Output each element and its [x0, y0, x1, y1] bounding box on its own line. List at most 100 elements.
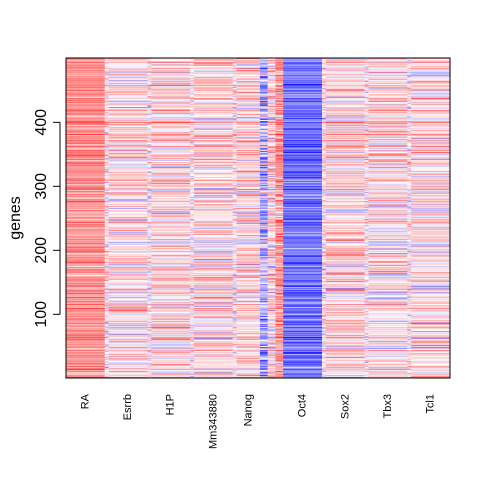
heatmap-cell	[236, 157, 261, 159]
heatmap-cell	[190, 162, 195, 164]
heatmap-cell	[147, 77, 152, 79]
heatmap-cell	[259, 106, 268, 107]
heatmap-cell	[66, 68, 106, 70]
heatmap-cell	[147, 326, 152, 328]
heatmap-cell	[259, 337, 268, 339]
heatmap-cell	[108, 316, 148, 318]
heatmap-cell	[147, 218, 152, 219]
heatmap-cell	[104, 231, 109, 233]
heatmap-cell	[151, 296, 191, 298]
heatmap-cell	[194, 241, 234, 243]
heatmap-cell	[259, 348, 268, 350]
heatmap-cell	[151, 169, 191, 171]
heatmap-cell	[104, 187, 109, 189]
heatmap-cell	[259, 369, 268, 371]
heatmap-cell	[232, 179, 237, 181]
heatmap-cell	[259, 375, 268, 377]
heatmap-cell	[108, 189, 148, 191]
heatmap-cell	[259, 88, 268, 90]
heatmap-cell	[194, 175, 234, 177]
heatmap-cell	[108, 279, 148, 281]
heatmap-cell	[66, 273, 106, 275]
heatmap-cell	[147, 357, 152, 359]
heatmap-cell	[147, 262, 152, 264]
heatmap-cell	[232, 78, 237, 80]
heatmap-cell	[236, 347, 261, 349]
heatmap-cell	[236, 315, 261, 317]
heatmap-cell	[66, 141, 106, 143]
heatmap-cell	[108, 170, 148, 172]
heatmap-cell	[151, 150, 191, 152]
heatmap-cell	[190, 321, 195, 323]
heatmap-cell	[108, 213, 148, 215]
heatmap-cell	[232, 293, 237, 295]
heatmap-cell	[104, 310, 109, 312]
heatmap-cell	[190, 174, 195, 176]
heatmap-cell	[147, 125, 152, 127]
heatmap-cell	[259, 328, 268, 330]
heatmap-cell	[236, 199, 261, 201]
heatmap-cell	[232, 269, 237, 271]
heatmap-cell	[236, 206, 261, 208]
heatmap-cell	[108, 264, 148, 266]
heatmap-cell	[236, 75, 261, 77]
heatmap-cell	[104, 102, 109, 104]
heatmap-cell	[66, 199, 106, 201]
heatmap-cell	[236, 339, 261, 341]
heatmap-cell	[151, 253, 191, 255]
heatmap-cell	[66, 114, 106, 116]
heatmap-cell	[236, 79, 261, 81]
heatmap-cell	[104, 326, 109, 328]
heatmap-cell	[151, 206, 191, 208]
heatmap-cell	[194, 180, 234, 182]
heatmap-cell	[108, 198, 148, 200]
heatmap-cell	[194, 99, 234, 101]
heatmap-cell	[236, 335, 261, 337]
heatmap-cell	[151, 367, 191, 369]
heatmap-cell	[236, 184, 261, 186]
heatmap-cell	[151, 356, 191, 358]
heatmap-cell	[232, 155, 237, 157]
heatmap-cell	[108, 166, 148, 168]
heatmap-cell	[104, 360, 109, 362]
heatmap-cell	[151, 313, 191, 315]
heatmap-cell	[232, 210, 237, 212]
heatmap-cell	[190, 74, 195, 75]
heatmap-cell	[104, 186, 109, 187]
heatmap-cell	[259, 114, 268, 116]
heatmap-cell	[194, 123, 234, 125]
heatmap-cell	[104, 149, 109, 151]
heatmap-cell	[108, 289, 148, 291]
heatmap-cell	[259, 194, 268, 196]
heatmap-cell	[66, 220, 106, 222]
heatmap-cell	[108, 251, 148, 253]
heatmap-cell	[194, 153, 234, 155]
heatmap-cell	[151, 100, 191, 102]
heatmap-cell	[147, 367, 152, 369]
heatmap-cell	[104, 348, 109, 350]
heatmap-cell	[194, 78, 234, 80]
heatmap-cell	[259, 80, 268, 82]
heatmap-cell	[259, 201, 268, 203]
heatmap-cell	[236, 182, 261, 184]
heatmap-cell	[108, 242, 148, 244]
heatmap-cell	[236, 207, 261, 209]
heatmap-cell	[147, 324, 152, 326]
heatmap-cell	[259, 185, 268, 187]
heatmap-cell	[190, 195, 195, 197]
heatmap-cell	[147, 327, 152, 329]
heatmap-cell	[194, 115, 234, 117]
heatmap-cell	[236, 173, 261, 175]
heatmap-cell	[232, 305, 237, 307]
heatmap-cell	[108, 161, 148, 163]
heatmap-cell	[104, 238, 109, 240]
heatmap-cell	[104, 191, 109, 193]
heatmap-cell	[259, 317, 268, 319]
heatmap-cell	[259, 114, 268, 116]
heatmap-cell	[108, 291, 148, 293]
heatmap-cell	[104, 211, 109, 213]
heatmap-cell	[190, 201, 195, 203]
heatmap-cell	[104, 289, 109, 291]
heatmap-cell	[194, 77, 234, 79]
heatmap-cell	[66, 354, 106, 356]
